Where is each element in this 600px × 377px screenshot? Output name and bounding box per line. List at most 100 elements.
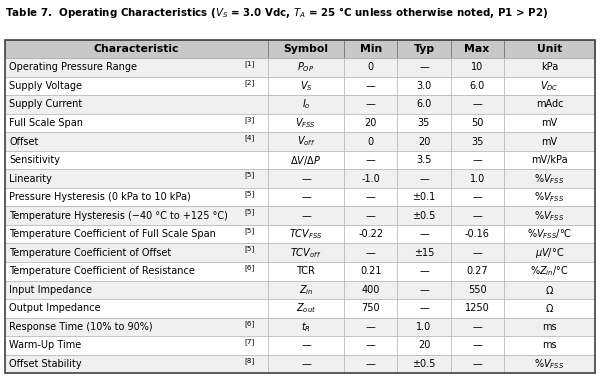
Bar bbox=[451, 317, 503, 336]
Bar bbox=[5, 58, 268, 77]
Bar bbox=[268, 225, 344, 244]
Text: [1]: [1] bbox=[245, 60, 255, 67]
Text: Full Scale Span: Full Scale Span bbox=[9, 118, 83, 128]
Text: —: — bbox=[366, 81, 376, 91]
Text: $\%V_{FSS}$: $\%V_{FSS}$ bbox=[535, 209, 565, 222]
Text: Offset Stability: Offset Stability bbox=[9, 359, 82, 369]
Bar bbox=[503, 225, 595, 244]
Bar bbox=[503, 132, 595, 151]
Bar bbox=[451, 262, 503, 280]
Text: Linearity: Linearity bbox=[9, 173, 52, 184]
Text: Supply Voltage: Supply Voltage bbox=[9, 81, 82, 91]
Bar bbox=[344, 77, 397, 95]
Bar bbox=[503, 58, 595, 77]
Text: 750: 750 bbox=[362, 303, 380, 313]
Text: —: — bbox=[472, 322, 482, 332]
Bar bbox=[503, 114, 595, 132]
Text: —: — bbox=[472, 359, 482, 369]
Bar bbox=[397, 244, 451, 262]
Text: —: — bbox=[472, 155, 482, 165]
Text: Temperature Coefficient of Offset: Temperature Coefficient of Offset bbox=[9, 248, 171, 258]
Bar bbox=[5, 336, 268, 355]
Bar bbox=[344, 244, 397, 262]
Bar bbox=[503, 77, 595, 95]
Text: 6.0: 6.0 bbox=[416, 100, 431, 109]
Text: 1.0: 1.0 bbox=[416, 322, 431, 332]
Text: mV/kPa: mV/kPa bbox=[531, 155, 568, 165]
Text: —: — bbox=[301, 211, 311, 221]
Bar bbox=[268, 244, 344, 262]
Text: $V_S$: $V_S$ bbox=[299, 79, 312, 93]
Bar bbox=[503, 169, 595, 188]
Bar bbox=[268, 95, 344, 114]
Text: $V_{DC}$: $V_{DC}$ bbox=[540, 79, 559, 93]
Bar bbox=[397, 114, 451, 132]
Text: 10: 10 bbox=[471, 62, 483, 72]
Bar bbox=[344, 225, 397, 244]
Bar bbox=[503, 355, 595, 373]
Text: mV: mV bbox=[541, 136, 557, 147]
Bar bbox=[268, 40, 344, 58]
Bar bbox=[397, 58, 451, 77]
Bar bbox=[268, 169, 344, 188]
Text: 1.0: 1.0 bbox=[469, 173, 485, 184]
Bar bbox=[451, 151, 503, 169]
Bar bbox=[503, 299, 595, 317]
Text: 3.0: 3.0 bbox=[416, 81, 431, 91]
Text: [5]: [5] bbox=[245, 246, 255, 253]
Text: —: — bbox=[301, 359, 311, 369]
Text: $\mu V$/°C: $\mu V$/°C bbox=[535, 246, 564, 260]
Text: —: — bbox=[472, 100, 482, 109]
Bar bbox=[451, 207, 503, 225]
Text: Sensitivity: Sensitivity bbox=[9, 155, 60, 165]
Text: $Z_{in}$: $Z_{in}$ bbox=[299, 283, 313, 297]
Bar bbox=[344, 262, 397, 280]
Bar bbox=[268, 77, 344, 95]
Text: —: — bbox=[366, 340, 376, 351]
Text: Temperature Hysteresis (−40 °C to +125 °C): Temperature Hysteresis (−40 °C to +125 °… bbox=[9, 211, 228, 221]
Bar bbox=[397, 188, 451, 207]
Text: Warm-Up Time: Warm-Up Time bbox=[9, 340, 81, 351]
Bar bbox=[451, 95, 503, 114]
Text: $V_{off}$: $V_{off}$ bbox=[296, 135, 315, 149]
Bar bbox=[397, 40, 451, 58]
Bar bbox=[268, 299, 344, 317]
Text: Max: Max bbox=[464, 44, 490, 54]
Bar bbox=[397, 299, 451, 317]
Text: [6]: [6] bbox=[245, 320, 255, 326]
Text: 20: 20 bbox=[418, 136, 430, 147]
Text: 6.0: 6.0 bbox=[469, 81, 485, 91]
Text: $P_{OP}$: $P_{OP}$ bbox=[297, 60, 314, 74]
Text: $TCV_{FSS}$: $TCV_{FSS}$ bbox=[289, 227, 323, 241]
Bar bbox=[451, 280, 503, 299]
Text: ±0.5: ±0.5 bbox=[412, 359, 436, 369]
Bar bbox=[5, 77, 268, 95]
Text: [7]: [7] bbox=[245, 338, 255, 345]
Text: Temperature Coefficient of Full Scale Span: Temperature Coefficient of Full Scale Sp… bbox=[9, 229, 216, 239]
Bar bbox=[451, 58, 503, 77]
Bar bbox=[5, 225, 268, 244]
Bar bbox=[397, 95, 451, 114]
Text: $Z_{out}$: $Z_{out}$ bbox=[296, 302, 316, 315]
Text: $t_R$: $t_R$ bbox=[301, 320, 311, 334]
Text: 400: 400 bbox=[362, 285, 380, 295]
Bar bbox=[5, 169, 268, 188]
Text: Symbol: Symbol bbox=[283, 44, 328, 54]
Bar bbox=[451, 225, 503, 244]
Text: —: — bbox=[419, 229, 429, 239]
Bar bbox=[5, 188, 268, 207]
Bar bbox=[344, 40, 397, 58]
Bar bbox=[397, 280, 451, 299]
Text: Output Impedance: Output Impedance bbox=[9, 303, 101, 313]
Text: Supply Current: Supply Current bbox=[9, 100, 82, 109]
Text: $I_o$: $I_o$ bbox=[302, 98, 310, 111]
Bar bbox=[344, 355, 397, 373]
Bar bbox=[5, 95, 268, 114]
Bar bbox=[503, 40, 595, 58]
Text: —: — bbox=[472, 192, 482, 202]
Bar bbox=[268, 262, 344, 280]
Text: —: — bbox=[366, 100, 376, 109]
Text: —: — bbox=[419, 303, 429, 313]
Text: —: — bbox=[366, 211, 376, 221]
Bar bbox=[268, 58, 344, 77]
